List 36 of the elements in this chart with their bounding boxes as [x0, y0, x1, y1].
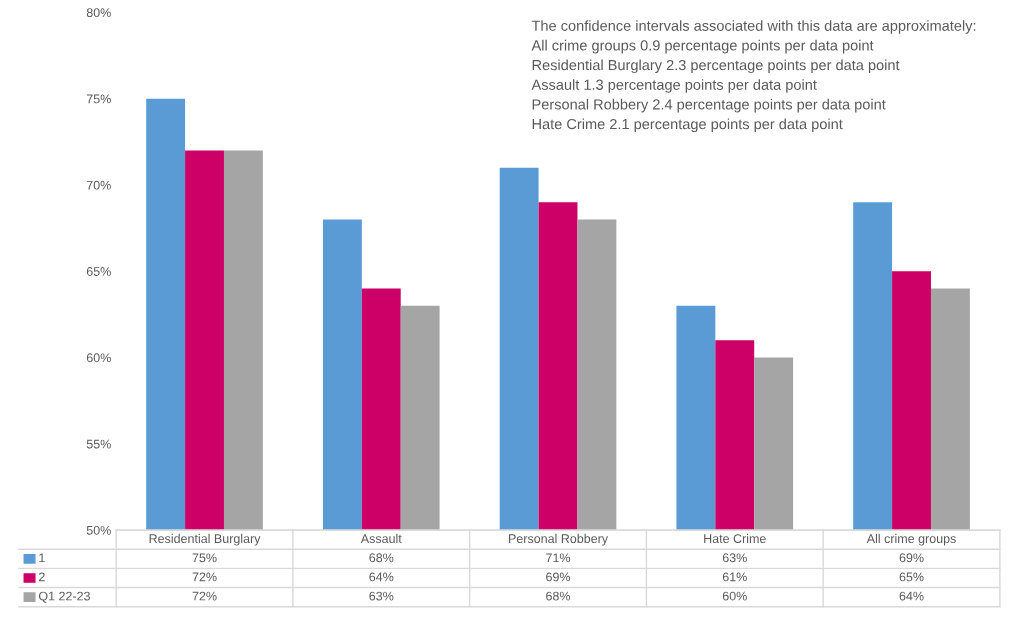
legend-label: Q1 22-23 — [38, 591, 90, 603]
data-label: 65% — [899, 572, 924, 582]
annotation: The confidence intervals associated with this data are approximately: — [531, 20, 976, 34]
data-label: 64% — [899, 591, 924, 601]
data-label: 72% — [192, 572, 217, 582]
x-tick-label: Residential Burglary — [149, 533, 261, 546]
y-tick-label: 60% — [86, 353, 111, 363]
data-label: 61% — [722, 572, 747, 582]
annotation: Residential Burglary 2.3 percentage points per data point — [532, 59, 900, 74]
data-label: 63% — [722, 553, 747, 563]
data-label: 72% — [192, 591, 217, 601]
data-label: 75% — [192, 553, 217, 563]
legend-label: 2 — [39, 572, 45, 582]
y-tick-label: 75% — [86, 94, 111, 104]
data-label: 63% — [369, 591, 394, 601]
annotation: Personal Robbery 2.4 percentage points per data point — [532, 98, 886, 113]
legend-label: 1 — [39, 553, 45, 563]
data-label: 68% — [369, 553, 394, 563]
data-label: 69% — [546, 572, 571, 582]
y-tick-label: 80% — [86, 8, 111, 18]
data-label: 68% — [546, 591, 571, 601]
x-tick-label: Personal Robbery — [509, 533, 609, 546]
data-label: 64% — [369, 572, 394, 582]
x-tick-label: Hate Crime — [704, 533, 766, 544]
y-tick-label: 65% — [86, 267, 111, 276]
y-tick-label: 55% — [86, 439, 111, 449]
y-tick-label: 70% — [86, 180, 111, 190]
data-label: 60% — [722, 591, 747, 601]
data-label: 69% — [899, 553, 924, 563]
annotation: All crime groups 0.9 percentage points per data point — [531, 39, 874, 54]
x-tick-label: All crime groups — [866, 533, 956, 546]
annotation: Hate Crime 2.1 percentage points per data point — [532, 118, 843, 133]
x-tick-label: Assault — [360, 533, 402, 544]
annotation: Assault 1.3 percentage points per data point — [531, 79, 817, 93]
data-label: 71% — [546, 553, 571, 563]
y-tick-label: 50% — [86, 525, 111, 535]
